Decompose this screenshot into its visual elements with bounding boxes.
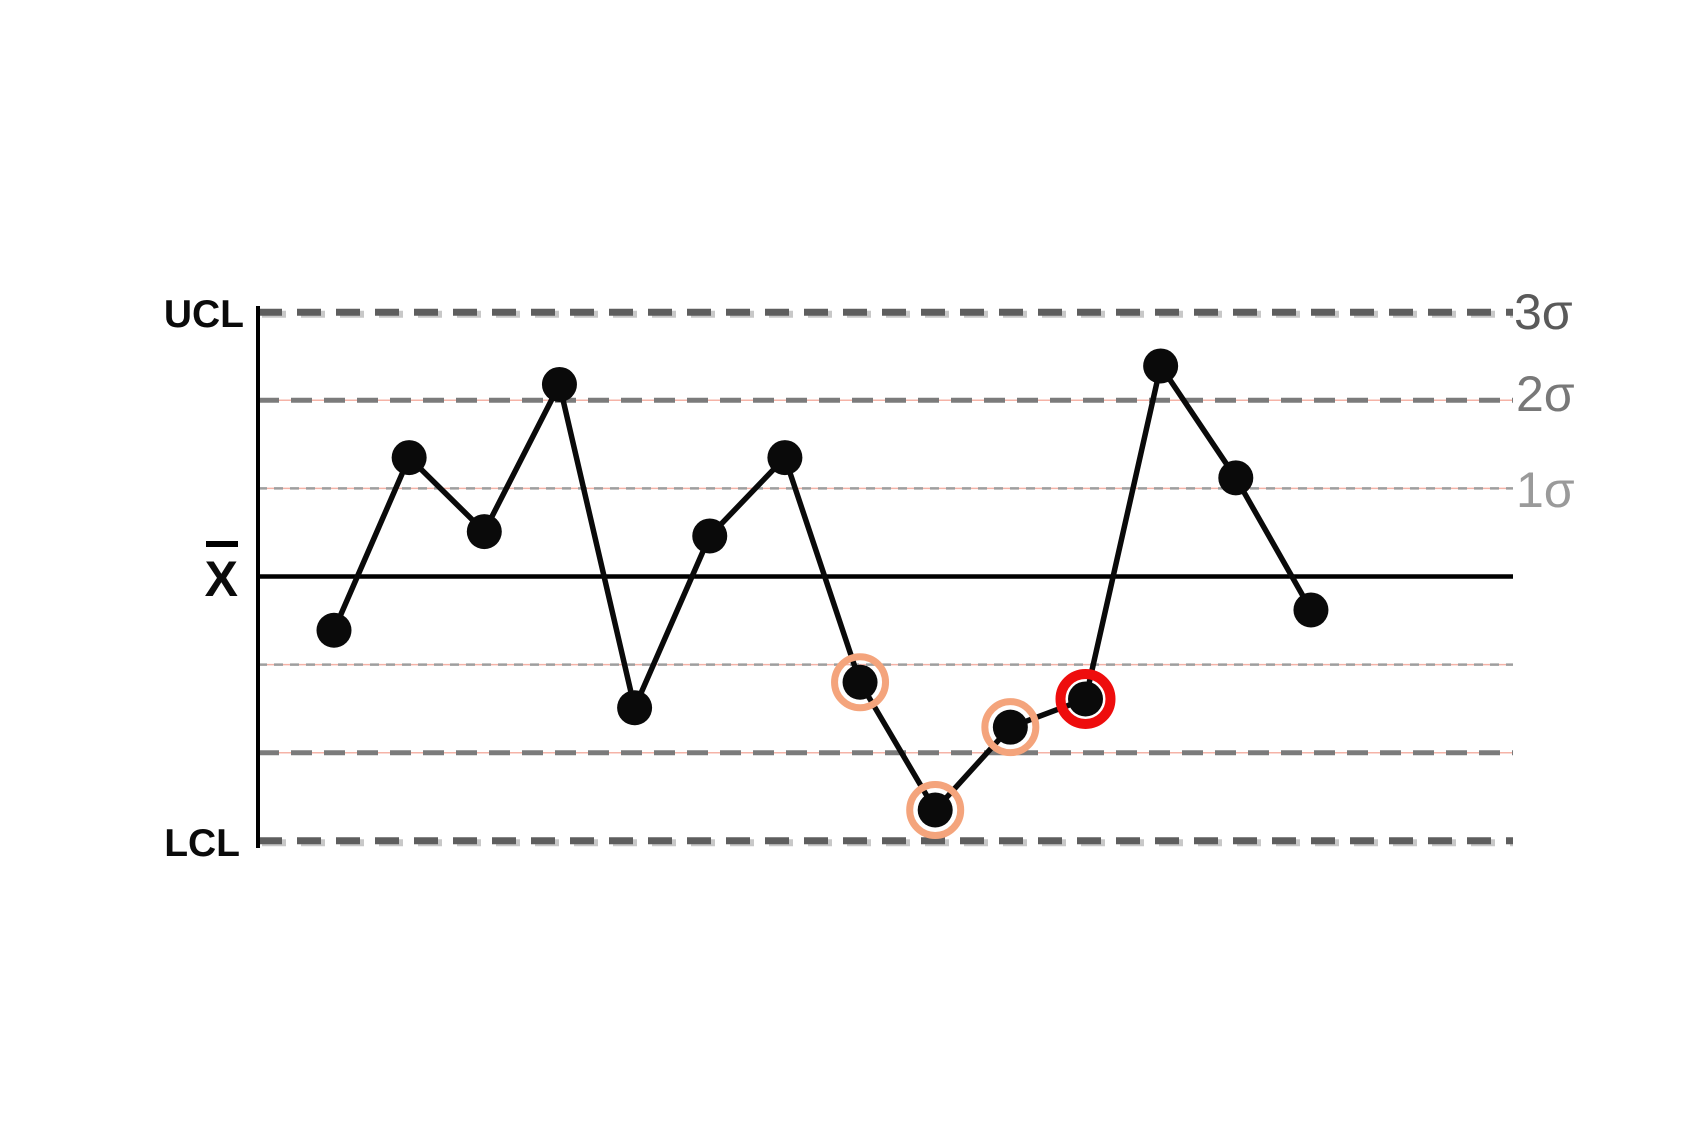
orange-highlight-ring-9 xyxy=(906,780,965,839)
xbar-label: X xyxy=(204,551,238,607)
sigma2-label: 2σ xyxy=(1516,366,1575,422)
data-point-9 xyxy=(917,792,953,828)
ucl-label: UCL xyxy=(163,293,244,336)
data-point-13 xyxy=(1218,460,1254,496)
data-point-4 xyxy=(541,366,577,402)
data-series-line xyxy=(331,359,1314,815)
data-point-1 xyxy=(316,612,352,648)
sigma1-label: 1σ xyxy=(1516,462,1575,518)
data-point-5 xyxy=(617,690,653,726)
data-point-14 xyxy=(1293,592,1329,628)
data-point-8 xyxy=(842,664,878,700)
orange-highlight-ring-8 xyxy=(831,653,890,712)
xbar-overline-bar xyxy=(206,541,238,547)
sigma3-label: 3σ xyxy=(1514,284,1573,340)
data-point-10 xyxy=(992,709,1028,745)
data-point-2 xyxy=(391,440,427,476)
data-point-6 xyxy=(692,518,728,554)
lcl-label: LCL xyxy=(164,822,240,865)
data-point-3 xyxy=(466,514,502,550)
data-point-7 xyxy=(767,440,803,476)
data-point-11 xyxy=(1068,681,1103,717)
orange-highlight-ring-10 xyxy=(981,698,1040,757)
red-highlight-ring xyxy=(1055,668,1116,729)
data-point-12 xyxy=(1143,348,1179,384)
